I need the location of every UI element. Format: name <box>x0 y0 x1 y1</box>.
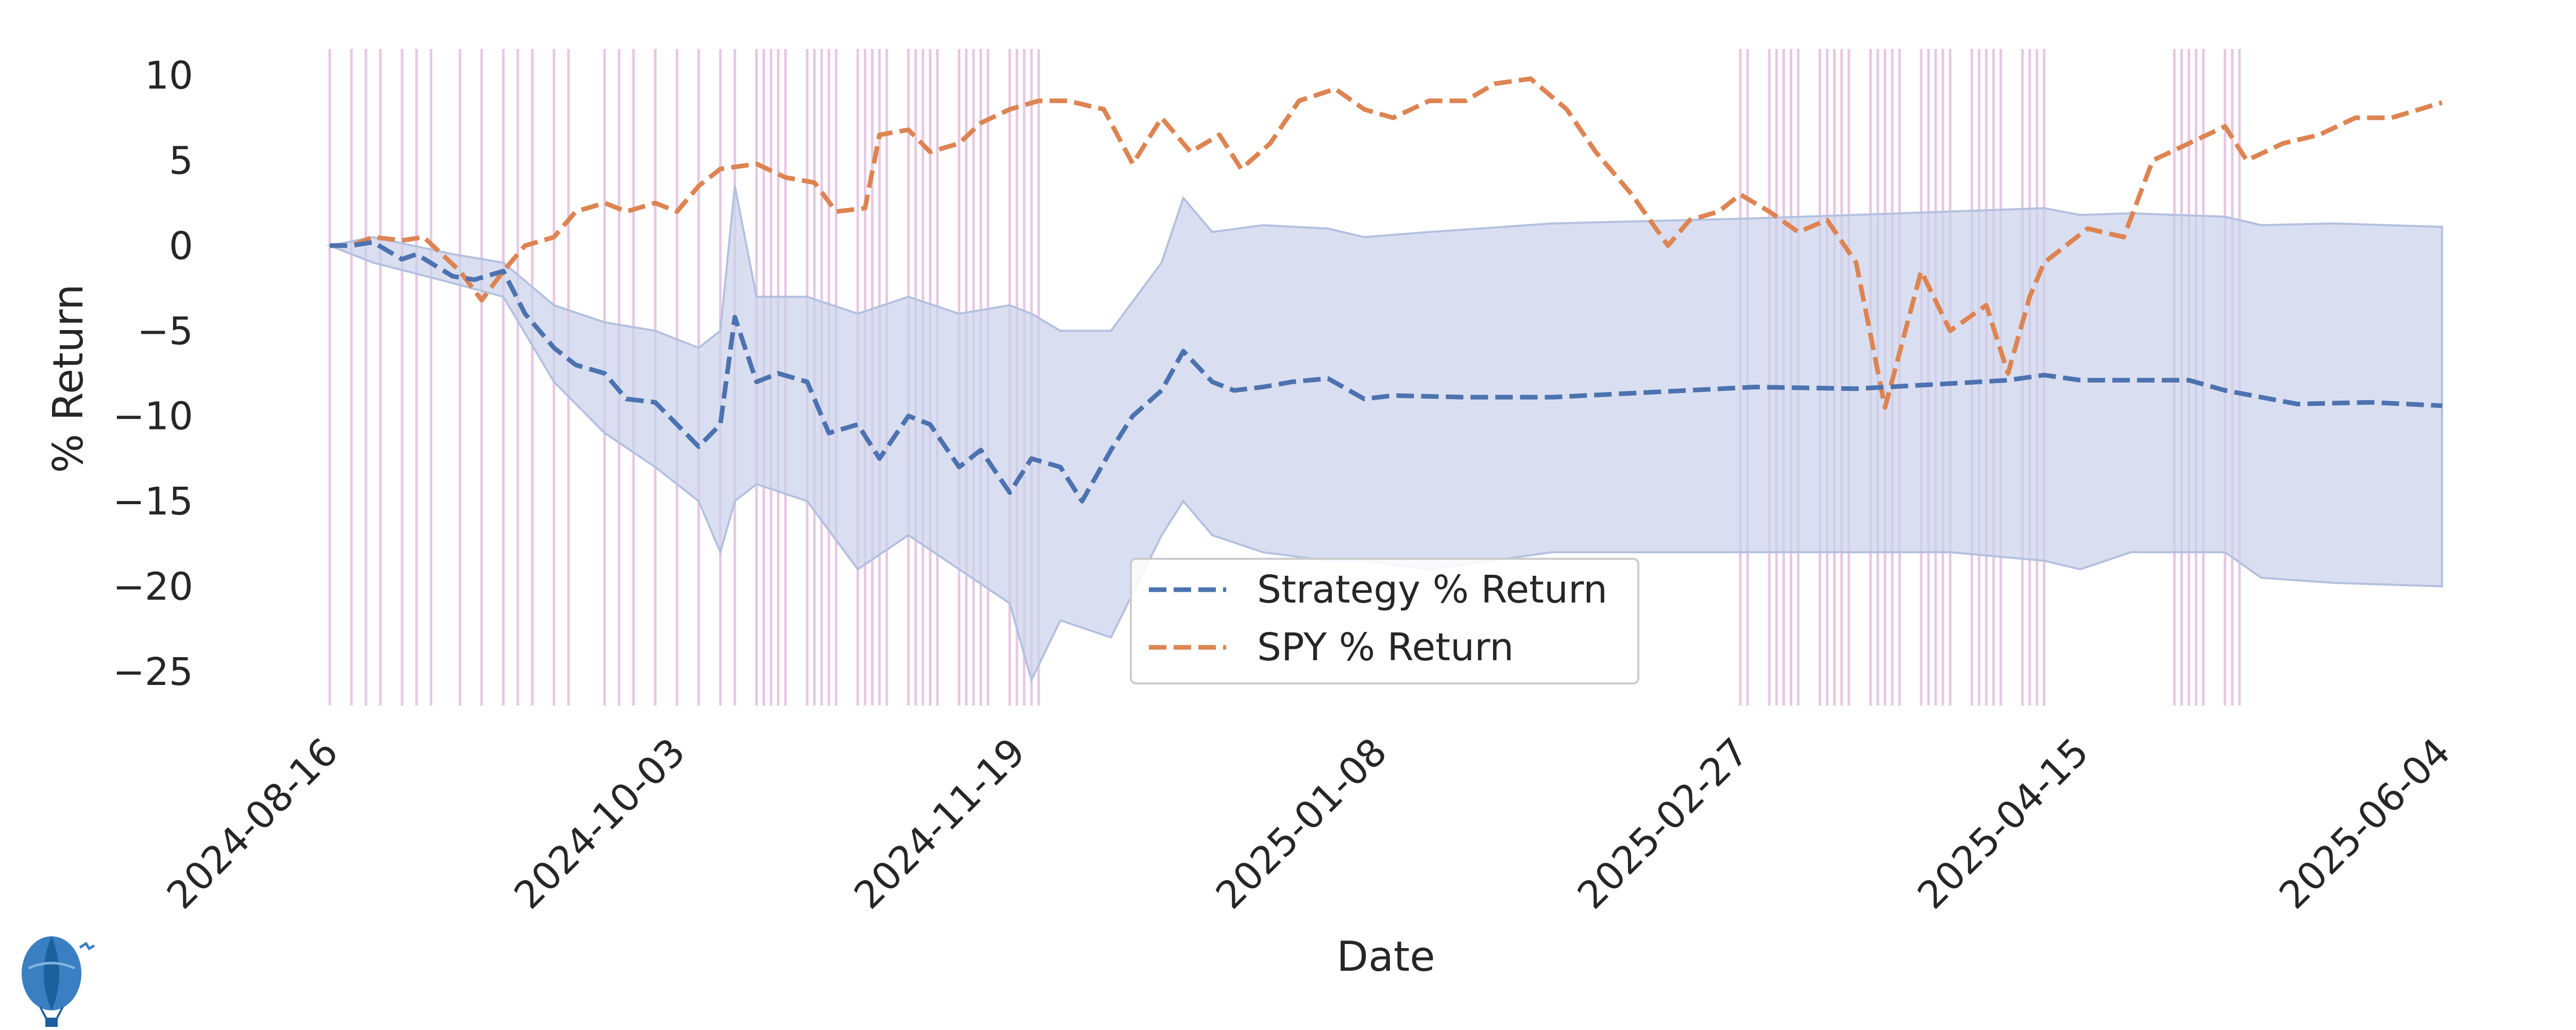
y-tick-label: −5 <box>137 309 193 353</box>
y-tick-label: −20 <box>113 564 193 609</box>
y-axis: 10 5 0 −5 −10 −15 −20 −25 <box>113 54 193 694</box>
y-tick-label: 10 <box>145 54 193 98</box>
x-tick-label: 2025-06-04 <box>2271 730 2459 918</box>
y-axis-label: % Return <box>44 284 92 473</box>
spy-return-line <box>330 76 2443 410</box>
x-axis: 2024-08-16 2024-10-03 2024-11-19 2025-01-08… <box>159 730 2459 918</box>
y-tick-label: 0 <box>169 224 193 268</box>
x-tick-label: 2024-10-03 <box>506 730 694 918</box>
legend: Strategy % Return SPY % Return <box>1130 558 1639 684</box>
legend-box <box>1130 558 1639 684</box>
legend-strategy-label: Strategy % Return <box>1257 568 1607 612</box>
strategy-range-band <box>326 185 2443 683</box>
x-tick-label: 2025-04-15 <box>1909 730 2097 918</box>
x-tick-label: 2024-08-16 <box>159 730 347 918</box>
x-tick-label: 2024-11-19 <box>846 730 1034 918</box>
x-tick-label: 2025-02-27 <box>1569 730 1757 918</box>
strategy-return-line <box>330 239 2443 504</box>
x-tick-label: 2025-01-08 <box>1208 730 1396 918</box>
y-tick-label: −10 <box>113 394 193 439</box>
balloon-logo-icon <box>22 936 95 1027</box>
y-tick-label: 5 <box>169 139 193 183</box>
y-tick-label: −25 <box>113 650 193 694</box>
legend-spy-label: SPY % Return <box>1257 625 1514 670</box>
y-tick-label: −15 <box>113 479 193 524</box>
x-axis-label: Date <box>1336 933 1435 981</box>
